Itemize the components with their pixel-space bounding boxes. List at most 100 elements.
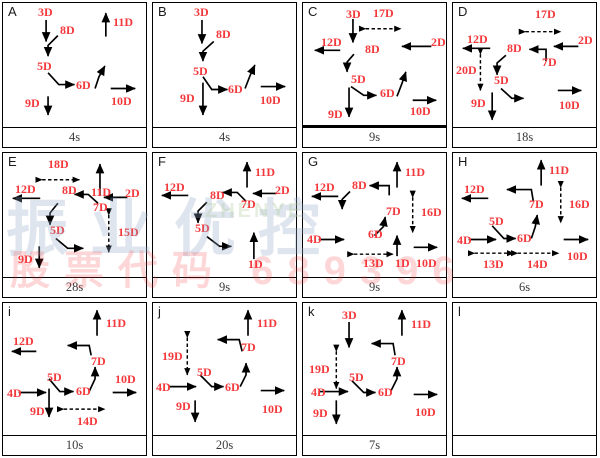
label-B-10D: 10D [260, 93, 281, 107]
panel-k-arrows [318, 309, 438, 425]
panel-cell-j: j 11D 19D 7D 5D 4D 6D 9D 10D 20s [150, 300, 300, 458]
panel-A-label: A [8, 4, 17, 19]
panel-k-stage: k 3D 11D 7D 19D 5D 4D 6D 9D 10D [303, 303, 446, 435]
panel-E-caption: 28s [3, 277, 146, 297]
panel-j-label: j [158, 304, 161, 319]
panel-l-label: l [458, 304, 461, 319]
label-G-8D: 8D [352, 178, 367, 192]
label-H-12D: 12D [464, 182, 485, 196]
panel-cell-D: D 17D 12D 8D 2D 7D 20D 5D 9D 10D 18s [450, 0, 600, 150]
label-B-5D: 5D [193, 64, 208, 78]
label-G-12D: 12D [314, 180, 335, 194]
label-E-5D: 5D [50, 223, 65, 237]
panel-C-arrows [314, 18, 437, 118]
panel-C-stage: C 3D 17D 12D 8D 2D 5D 6D 9D 10D [303, 3, 446, 127]
panel-F-stage: F 11D 12D 8D 2D 7D 5D 1D [153, 153, 296, 277]
label-D-10D: 10D [559, 98, 580, 112]
panel-E-arrows [12, 163, 128, 269]
label-F-7D: 7D [241, 197, 256, 211]
label-D-9D: 9D [471, 96, 486, 110]
panel-i-stage: i 11D 12D 7D 5D 10D 4D 6D 9D 14D [3, 303, 146, 435]
panel-F-caption: 9s [153, 277, 296, 297]
panel-j-arrows [168, 309, 285, 423]
label-j-10D: 10D [262, 402, 283, 416]
label-k-19D: 19D [309, 362, 330, 376]
panel-A-caption: 4s [3, 127, 146, 147]
panel-j: j 11D 19D 7D 5D 4D 6D 9D 10D 20s [152, 302, 297, 456]
label-B-6D: 6D [228, 82, 243, 96]
label-F-1D: 1D [248, 257, 263, 271]
label-G-13D: 13D [363, 256, 384, 270]
label-k-3D: 3D [342, 308, 357, 322]
label-H-16D: 16D [569, 197, 590, 211]
label-G-10D: 10D [416, 256, 437, 270]
label-E-9D: 9D [18, 252, 33, 266]
label-E-12D: 12D [15, 182, 36, 196]
label-F-5D: 5D [195, 221, 210, 235]
panel-G-stage: G 11D 12D 8D 7D 16D 4D 6D 13D 1D 10D [303, 153, 446, 277]
label-C-5D: 5D [351, 72, 366, 86]
label-A-9D: 9D [25, 96, 40, 110]
label-D-12D: 12D [467, 32, 488, 46]
panel-D-stage: D 17D 12D 8D 2D 7D 20D 5D 9D 10D [453, 3, 596, 127]
panel-G-label: G [308, 154, 319, 169]
panel-D-label: D [458, 4, 468, 19]
label-D-5D: 5D [494, 73, 509, 87]
label-F-12D: 12D [164, 180, 185, 194]
panel-E-label: E [8, 154, 17, 169]
label-D-20D: 20D [456, 63, 477, 77]
label-i-6D: 6D [76, 384, 91, 398]
label-k-5D: 5D [349, 370, 364, 384]
panel-B-arrows [197, 19, 286, 116]
label-i-5D: 5D [47, 370, 62, 384]
panel-C-label: C [308, 4, 318, 19]
panel-H-stage: H 11D 12D 7D 16D 5D 4D 6D 13D 14D 10D [453, 153, 596, 277]
label-k-9D: 9D [313, 406, 328, 420]
panel-cell-B: B 3D 8D 5D 6D 9D 10D 4s [150, 0, 300, 150]
panel-cell-G: G 11D 12D 8D 7D 16D 4D 6D 13D 1D 10D 9s [300, 150, 450, 300]
label-i-7D: 7D [91, 354, 106, 368]
panel-E-stage: E 18D 12D 8D 11D 2D 7D 5D 15D 9D [3, 153, 146, 277]
label-H-7D: 7D [529, 197, 544, 211]
label-i-12D: 12D [13, 334, 34, 348]
label-F-2D: 2D [275, 183, 290, 197]
label-A-8D: 8D [60, 23, 75, 37]
label-B-8D: 8D [216, 27, 231, 41]
panel-k-caption: 7s [303, 435, 446, 455]
label-C-3D: 3D [346, 7, 361, 21]
panel-k-label: k [308, 304, 315, 319]
panel-D: D 17D 12D 8D 2D 7D 20D 5D 9D 10D 18s [452, 2, 597, 148]
label-G-4D: 4D [307, 232, 322, 246]
label-A-6D: 6D [76, 78, 91, 92]
label-C-12D: 12D [321, 35, 342, 49]
label-i-10D: 10D [115, 372, 136, 386]
label-A-3D: 3D [38, 5, 53, 19]
panel-H: H 11D 12D 7D 16D 5D 4D 6D 13D 14D 10D 6s [452, 152, 597, 298]
panel-F: F 11D 12D 8D 2D 7D 5D 1D 9s [152, 152, 297, 298]
panel-k: k 3D 11D 7D 19D 5D 4D 6D 9D 10D 7s [302, 302, 447, 456]
label-C-10D: 10D [410, 104, 431, 118]
panel-H-arrows [461, 159, 589, 257]
panel-l-caption [453, 435, 596, 455]
panel-B-caption: 4s [153, 127, 296, 147]
panel-i-arrows [11, 309, 137, 418]
label-H-6D: 6D [517, 231, 532, 245]
panel-j-stage: j 11D 19D 7D 5D 4D 6D 9D 10D [153, 303, 296, 435]
panel-B-label: B [158, 4, 167, 19]
panel-A-stage: A 3D 8D 5D 6D 9D 10D 11D [3, 3, 146, 127]
label-G-11D: 11D [405, 165, 426, 179]
panel-F-label: F [158, 154, 166, 169]
panel-l: l [452, 302, 597, 456]
label-H-4D: 4D [457, 233, 472, 247]
panel-D-caption: 18s [453, 127, 596, 147]
label-j-4D: 4D [156, 380, 171, 394]
panel-i: i 11D 12D 7D 5D 10D 4D 6D 9D 14D 10s [2, 302, 147, 456]
label-E-2D: 2D [125, 186, 140, 200]
label-H-5D: 5D [489, 214, 504, 228]
panel-B: B 3D 8D 5D 6D 9D 10D 4s [152, 2, 297, 148]
label-D-2D: 2D [578, 33, 593, 47]
panel-l-stage: l [453, 303, 596, 435]
panel-cell-H: H 11D 12D 7D 16D 5D 4D 6D 13D 14D 10D 6s [450, 150, 600, 300]
label-E-11D: 11D [91, 185, 112, 199]
